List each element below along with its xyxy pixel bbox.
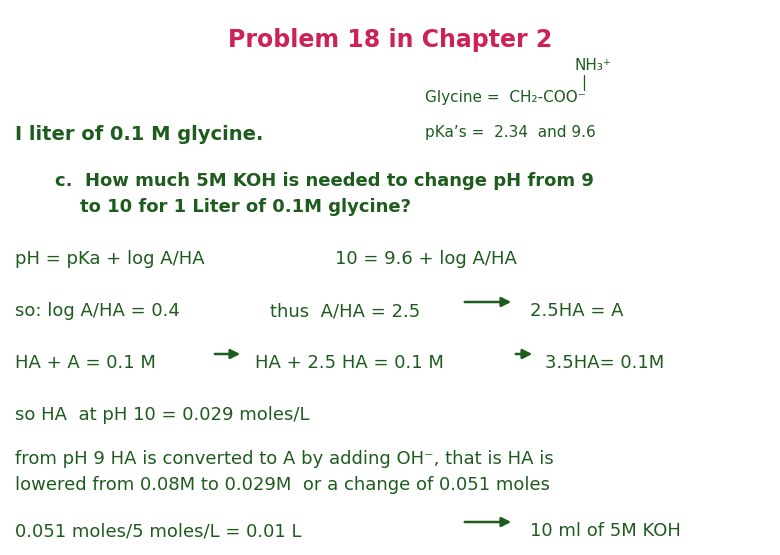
Text: NH₃⁺: NH₃⁺ [575, 58, 612, 73]
Text: c.  How much 5M KOH is needed to change pH from 9
    to 10 for 1 Liter of 0.1M : c. How much 5M KOH is needed to change p… [55, 172, 594, 216]
Text: from pH 9 HA is converted to A by adding OH⁻, that is HA is
lowered from 0.08M t: from pH 9 HA is converted to A by adding… [15, 450, 554, 495]
Text: |: | [581, 75, 586, 91]
Text: 10 = 9.6 + log A/HA: 10 = 9.6 + log A/HA [335, 250, 517, 268]
Text: so HA  at pH 10 = 0.029 moles/L: so HA at pH 10 = 0.029 moles/L [15, 406, 310, 424]
Text: 0.051 moles/5 moles/L = 0.01 L: 0.051 moles/5 moles/L = 0.01 L [15, 522, 302, 540]
Text: thus  A/HA = 2.5: thus A/HA = 2.5 [270, 302, 420, 320]
Text: pKa’s =  2.34  and 9.6: pKa’s = 2.34 and 9.6 [425, 125, 596, 140]
Text: 3.5HA= 0.1M: 3.5HA= 0.1M [545, 354, 665, 372]
Text: Problem 18 in Chapter 2: Problem 18 in Chapter 2 [228, 28, 552, 52]
Text: 2.5HA = A: 2.5HA = A [530, 302, 623, 320]
Text: Glycine =  CH₂-COO⁻: Glycine = CH₂-COO⁻ [425, 90, 586, 105]
Text: HA + A = 0.1 M: HA + A = 0.1 M [15, 354, 156, 372]
Text: 10 ml of 5M KOH: 10 ml of 5M KOH [530, 522, 681, 540]
Text: HA + 2.5 HA = 0.1 M: HA + 2.5 HA = 0.1 M [255, 354, 444, 372]
Text: so: log A/HA = 0.4: so: log A/HA = 0.4 [15, 302, 180, 320]
Text: pH = pKa + log A/HA: pH = pKa + log A/HA [15, 250, 204, 268]
Text: I liter of 0.1 M glycine.: I liter of 0.1 M glycine. [15, 125, 264, 144]
